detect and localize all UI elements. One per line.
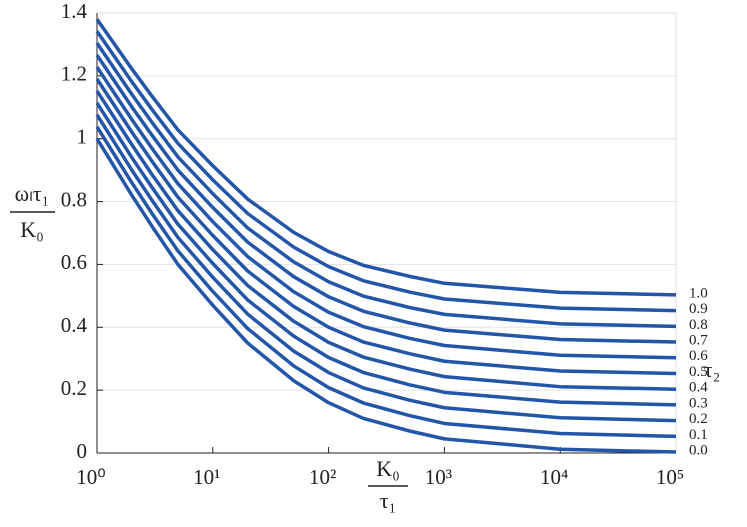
y-tick-label: 0.2 xyxy=(61,376,87,400)
y-tick-label: 0 xyxy=(77,439,88,463)
x-tick-label: 10¹ xyxy=(193,465,220,489)
series-label: 0.8 xyxy=(689,317,708,333)
series-label: 0.5 xyxy=(689,364,708,380)
series-line xyxy=(95,101,677,407)
y-tick-label: 0.4 xyxy=(61,313,88,337)
y-tick-label: 1.4 xyxy=(61,0,88,23)
series-line xyxy=(95,18,677,297)
series-label: 0.6 xyxy=(689,348,708,364)
x-tick-label: 10² xyxy=(309,465,336,489)
series-label: 0.4 xyxy=(689,380,708,396)
x-label-denominator: τ₁ xyxy=(380,488,397,513)
series-line xyxy=(95,54,677,344)
y-tick-label: 0.6 xyxy=(61,250,87,274)
x-label-numerator: K₀ xyxy=(376,456,400,481)
x-tick-label: 10⁰ xyxy=(76,465,105,489)
y-tick-label: 0.8 xyxy=(61,187,87,211)
x-tick-label: 10³ xyxy=(425,465,452,489)
legend-title: τ₂ xyxy=(704,357,721,382)
series-line xyxy=(95,78,677,376)
series-line xyxy=(95,113,677,423)
series-label: 0.1 xyxy=(689,427,708,443)
y-tick-label: 1 xyxy=(77,125,88,149)
series-label: 0.0 xyxy=(689,442,708,458)
series-line xyxy=(95,66,677,360)
y-tick-label: 1.2 xyxy=(61,62,87,86)
series-label: 0.2 xyxy=(689,411,708,427)
series-label: 0.3 xyxy=(689,395,708,411)
series-line xyxy=(95,125,677,439)
series-line xyxy=(95,42,677,329)
series-line xyxy=(95,89,677,391)
x-tick-label: 10⁵ xyxy=(656,465,684,489)
series-label: 1.0 xyxy=(689,285,708,301)
series-line xyxy=(95,137,677,454)
y-label-denominator: K₀ xyxy=(20,217,44,242)
series-label: 0.9 xyxy=(689,301,708,317)
x-tick-label: 10⁴ xyxy=(540,465,568,489)
series-label: 0.7 xyxy=(689,332,708,348)
y-label-numerator: ωₗτ₁ xyxy=(15,181,50,206)
series-line xyxy=(95,30,677,313)
